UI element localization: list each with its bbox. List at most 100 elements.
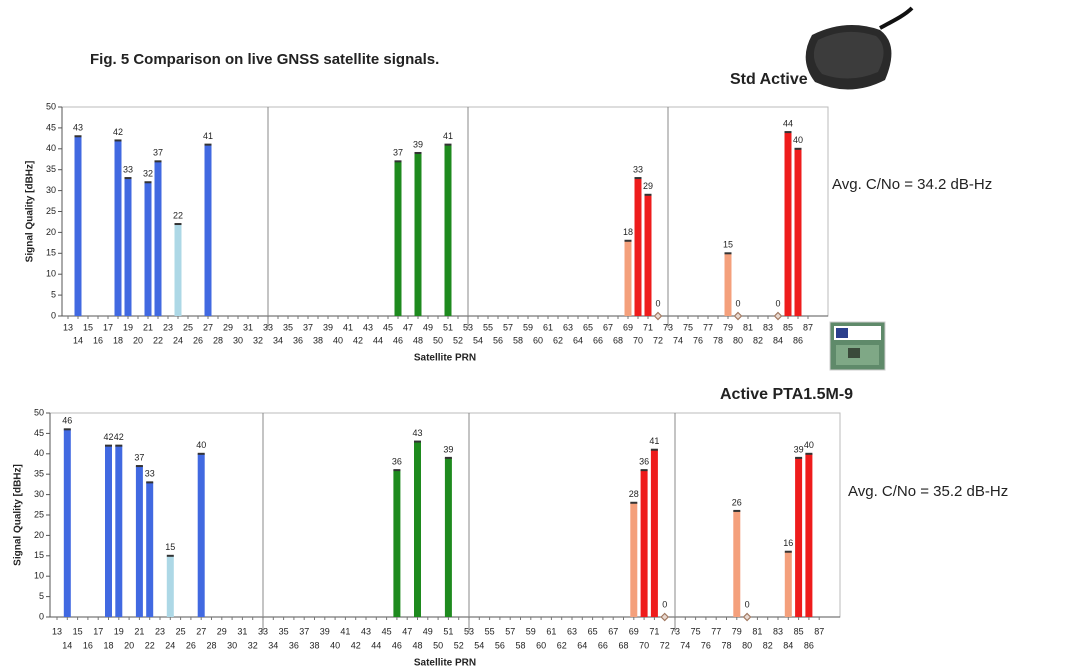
x-tick-label: 78 (713, 335, 723, 345)
y-tick-label: 50 (46, 101, 56, 111)
x-tick-label: 40 (330, 640, 340, 650)
x-tick-label: 40 (333, 335, 343, 345)
x-tick-label: 56 (493, 335, 503, 345)
figure: Fig. 5 Comparison on live GNSS satellite… (0, 0, 1074, 671)
bar (785, 552, 792, 617)
value-label: 44 (783, 118, 793, 128)
x-tick-label: 86 (793, 335, 803, 345)
x-tick-label: 47 (402, 626, 412, 636)
annotation: Avg. C/No = 34.2 dB-Hz (832, 176, 992, 193)
x-axis-label: Satellite PRN (414, 658, 476, 669)
x-tick-label: 69 (623, 322, 633, 332)
x-tick-label: 84 (783, 640, 793, 650)
x-tick-label: 20 (124, 640, 134, 650)
x-tick-label: 74 (673, 335, 683, 345)
x-tick-label: 82 (763, 640, 773, 650)
y-tick-label: 10 (34, 571, 44, 581)
x-tick-label: 28 (206, 640, 216, 650)
zero-marker (744, 614, 751, 621)
x-tick-label: 71 (643, 322, 653, 332)
bar-cap (625, 240, 632, 242)
x-tick-label: 41 (343, 322, 353, 332)
x-tick-label: 64 (577, 640, 587, 650)
x-tick-label: 26 (186, 640, 196, 650)
zero-marker (661, 614, 668, 621)
x-tick-label: 47 (403, 322, 413, 332)
bar (635, 178, 642, 316)
x-tick-label: 50 (433, 335, 443, 345)
bar (145, 182, 152, 316)
bar-cap (146, 481, 153, 483)
bar (125, 178, 132, 316)
x-tick-label: 24 (165, 640, 175, 650)
x-tick-label: 46 (392, 640, 402, 650)
x-tick-label: 59 (523, 322, 533, 332)
value-label: 40 (196, 440, 206, 450)
x-tick-label: 50 (433, 640, 443, 650)
x-tick-label: 66 (598, 640, 608, 650)
antenna-label: Std Active (730, 71, 808, 88)
x-tick-label: 68 (618, 640, 628, 650)
x-tick-label: 46 (393, 335, 403, 345)
x-tick-label: 22 (153, 335, 163, 345)
value-label: 36 (639, 456, 649, 466)
board-photo (830, 322, 885, 370)
x-tick-label: 57 (505, 626, 515, 636)
bar-cap (785, 551, 792, 553)
x-tick-label: 14 (62, 640, 72, 650)
bar (115, 446, 122, 617)
x-tick-label: 85 (794, 626, 804, 636)
bar (198, 454, 205, 617)
x-tick-label: 27 (196, 626, 206, 636)
y-tick-label: 20 (34, 530, 44, 540)
bar-cap (641, 469, 648, 471)
y-tick-label: 15 (34, 550, 44, 560)
x-tick-label: 52 (453, 335, 463, 345)
value-label: 42 (113, 127, 123, 137)
bar (445, 145, 452, 316)
x-tick-label: 65 (588, 626, 598, 636)
x-tick-label: 60 (533, 335, 543, 345)
bar-cap (414, 441, 421, 443)
x-tick-label: 77 (703, 322, 713, 332)
value-label: 41 (203, 131, 213, 141)
bar (414, 442, 421, 617)
y-tick-label: 15 (46, 248, 56, 258)
bar (651, 450, 658, 617)
x-tick-label: 27 (203, 322, 213, 332)
bar (393, 470, 400, 617)
x-tick-label: 57 (503, 322, 513, 332)
bar (155, 161, 162, 316)
bar (146, 482, 153, 617)
x-tick-label: 22 (145, 640, 155, 650)
x-tick-label: 56 (495, 640, 505, 650)
x-axis-label: Satellite PRN (414, 353, 476, 364)
value-label: 39 (794, 444, 804, 454)
value-label: 0 (662, 599, 667, 609)
bar (75, 136, 82, 316)
x-tick-label: 70 (633, 335, 643, 345)
x-tick-label: 36 (289, 640, 299, 650)
x-tick-label: 29 (223, 322, 233, 332)
x-tick-label: 60 (536, 640, 546, 650)
value-label: 43 (73, 123, 83, 133)
x-tick-label: 13 (52, 626, 62, 636)
bar-cap (175, 223, 182, 225)
x-tick-label: 67 (608, 626, 618, 636)
x-tick-label: 62 (553, 335, 563, 345)
y-tick-label: 20 (46, 227, 56, 237)
figure-caption: Fig. 5 Comparison on live GNSS satellite… (90, 51, 439, 68)
x-tick-label: 39 (323, 322, 333, 332)
value-label: 26 (732, 497, 742, 507)
x-tick-label: 79 (723, 322, 733, 332)
value-label: 32 (143, 169, 153, 179)
x-tick-label: 54 (474, 640, 484, 650)
bar-cap (395, 160, 402, 162)
value-label: 42 (114, 432, 124, 442)
bar-cap (64, 428, 71, 430)
bar-cap (645, 194, 652, 196)
y-axis-label: Signal Quality [dBHz] (13, 464, 24, 566)
x-tick-label: 36 (293, 335, 303, 345)
y-tick-label: 50 (34, 407, 44, 417)
y-tick-label: 40 (46, 143, 56, 153)
